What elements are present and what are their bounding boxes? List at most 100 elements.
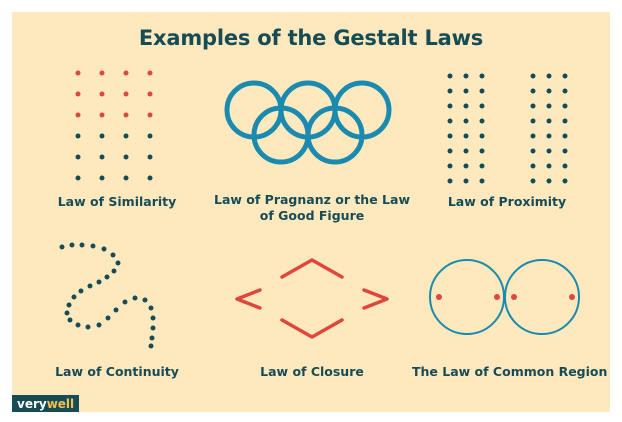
similarity-dot: [75, 175, 81, 181]
continuity-dot: [96, 279, 102, 285]
proximity-dot: [447, 103, 453, 109]
continuity-dot: [71, 294, 77, 300]
proximity-dot: [530, 163, 536, 169]
continuity-dot: [142, 297, 148, 303]
closure-left-stroke: [235, 288, 262, 310]
similarity-dot: [99, 175, 105, 181]
proximity-dot: [546, 133, 552, 139]
proximity-dot: [546, 103, 552, 109]
common-region-circles: [429, 259, 580, 335]
proximity-dot: [562, 103, 568, 109]
region-dot: [494, 294, 500, 300]
continuity-dot: [149, 335, 155, 341]
proximity-dot: [447, 73, 453, 79]
proximity-dot: [562, 148, 568, 154]
proximity-dot: [479, 88, 485, 94]
continuity-dot: [110, 252, 116, 258]
proximity-dot: [447, 133, 453, 139]
proximity-dot: [447, 163, 453, 169]
proximity-dot: [463, 178, 469, 184]
similarity-dot: [147, 175, 153, 181]
proximity-dot: [463, 88, 469, 94]
similarity-dot: [75, 112, 81, 118]
proximity-dot-groups: [447, 73, 568, 184]
similarity-dot: [99, 112, 105, 118]
similarity-dot: [123, 133, 129, 139]
similarity-dot: [147, 70, 153, 76]
region-dot: [436, 294, 442, 300]
proximity-dot: [530, 178, 536, 184]
proximity-dot: [479, 73, 485, 79]
proximity-dot: [530, 103, 536, 109]
continuity-dot: [69, 242, 75, 248]
proximity-dot: [479, 103, 485, 109]
proximity-dot: [562, 133, 568, 139]
brand-logo-part2: well: [46, 397, 75, 411]
similarity-dot: [147, 133, 153, 139]
label-law-of-common-region: The Law of Common Region: [412, 364, 608, 379]
proximity-dot: [479, 148, 485, 154]
proximity-dot: [463, 133, 469, 139]
similarity-dot: [99, 133, 105, 139]
proximity-dot: [530, 73, 536, 79]
ring-5: [305, 105, 365, 165]
continuity-dot: [101, 246, 107, 252]
label-law-of-pragnanz: Law of Pragnanz or the Law of Good Figur…: [213, 192, 410, 223]
similarity-dot-grid: [75, 70, 153, 181]
brand-logo: verywell: [12, 395, 80, 412]
continuity-dot: [66, 302, 72, 308]
brand-logo-part1: very: [17, 397, 47, 411]
continuity-dot: [148, 305, 154, 311]
proximity-dot: [562, 73, 568, 79]
illustration-canvas: [59, 70, 580, 349]
proximity-dot: [530, 133, 536, 139]
similarity-dot: [99, 154, 105, 160]
similarity-dot: [75, 133, 81, 139]
continuity-dot: [79, 242, 85, 248]
proximity-dot: [479, 118, 485, 124]
proximity-dot: [479, 163, 485, 169]
similarity-dot: [75, 154, 81, 160]
continuity-dot: [132, 295, 138, 301]
label-law-of-proximity: Law of Proximity: [447, 194, 567, 209]
proximity-dot: [479, 178, 485, 184]
proximity-dot: [463, 163, 469, 169]
label-law-of-similarity: Law of Similarity: [57, 194, 177, 209]
similarity-dot: [75, 70, 81, 76]
continuity-dot: [78, 288, 84, 294]
proximity-dot: [463, 103, 469, 109]
pragnanz-rings: [224, 80, 392, 165]
continuity-dot: [150, 325, 156, 331]
proximity-dot: [546, 163, 552, 169]
continuity-dot-curve: [59, 242, 156, 349]
proximity-dot: [463, 148, 469, 154]
proximity-dot: [447, 118, 453, 124]
closure-top-stroke: [280, 258, 344, 279]
proximity-dot: [546, 88, 552, 94]
similarity-dot: [123, 175, 129, 181]
proximity-dot: [562, 88, 568, 94]
region-dot: [511, 294, 517, 300]
continuity-dot: [85, 324, 91, 330]
continuity-dot: [150, 315, 156, 321]
proximity-dot: [463, 73, 469, 79]
continuity-dot: [111, 268, 117, 274]
label-law-of-continuity: Law of Continuity: [55, 364, 179, 379]
proximity-dot: [463, 118, 469, 124]
similarity-dot: [147, 154, 153, 160]
similarity-dot: [123, 154, 129, 160]
proximity-dot: [546, 73, 552, 79]
continuity-dot: [87, 283, 93, 289]
continuity-dot: [104, 274, 110, 280]
closure-bottom-stroke: [280, 318, 344, 339]
continuity-dot: [59, 244, 65, 250]
continuity-dot: [90, 243, 96, 249]
proximity-dot: [447, 88, 453, 94]
continuity-dot: [67, 317, 73, 323]
proximity-dot: [546, 178, 552, 184]
proximity-dot: [562, 178, 568, 184]
page-title: Examples of the Gestalt Laws: [138, 26, 484, 50]
continuity-dot: [96, 322, 102, 328]
closure-right-stroke: [362, 288, 389, 310]
proximity-dot: [562, 163, 568, 169]
